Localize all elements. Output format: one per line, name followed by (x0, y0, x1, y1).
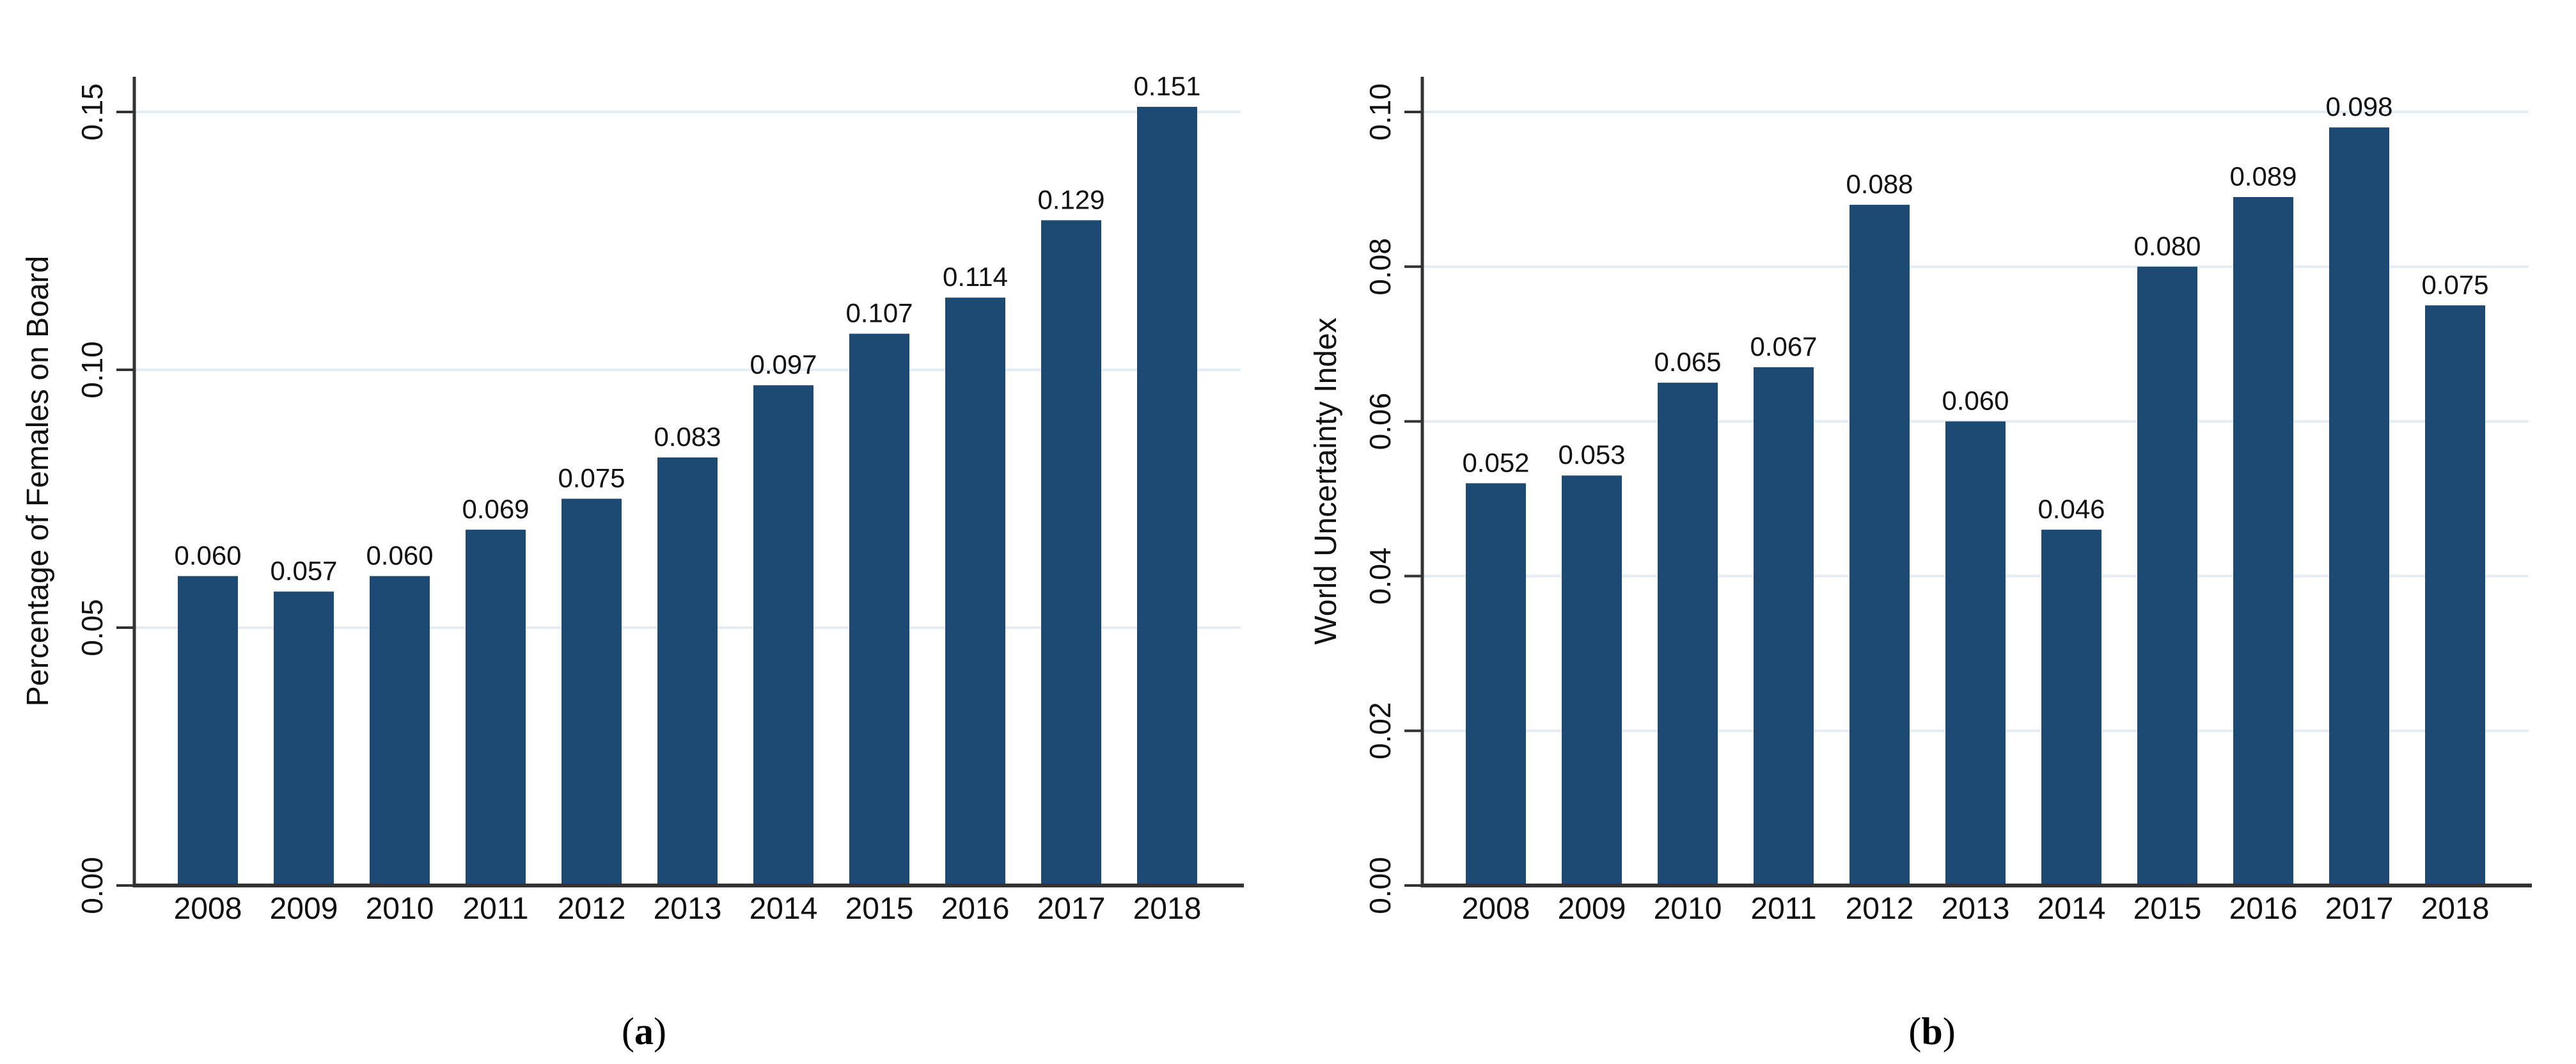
y-axis-title: World Uncertainty Index (1309, 317, 1343, 644)
x-tick-label-2008: 2008 (1462, 892, 1530, 926)
bar-value-label-2011: 0.067 (1750, 331, 1817, 361)
y-tick-label-0.04: 0.04 (1363, 548, 1397, 605)
caption-open-paren: ( (1908, 1010, 1921, 1052)
x-tick-label-2011: 2011 (462, 892, 528, 926)
chart-b-plot-layer: 0.052 2008 0.053 2009 0.065 2010 0.067 2011 0.08… (1309, 77, 2532, 926)
y-tick-label-0.10: 0.10 (1363, 83, 1397, 141)
bar-value-label-2010: 0.065 (1654, 347, 1721, 377)
caption-close-paren: ) (654, 1010, 666, 1052)
x-tick-label-2012: 2012 (558, 892, 626, 926)
caption-close-paren: ) (1943, 1010, 1956, 1052)
bar-value-label-2016: 0.114 (943, 262, 1008, 292)
x-tick-label-2016: 2016 (2229, 892, 2298, 926)
y-tick-label-0.08: 0.08 (1363, 238, 1397, 296)
bar-value-label-2018: 0.075 (2421, 269, 2488, 299)
x-tick-label-2018: 2018 (1133, 892, 1202, 926)
y-axis-title: Percentage of Females on Board (21, 256, 55, 706)
x-tick-label-2008: 2008 (174, 892, 242, 926)
bar-2015 (2137, 266, 2197, 885)
bar-2011 (1754, 367, 1814, 885)
x-tick-label-2015: 2015 (2133, 892, 2202, 926)
x-tick-label-2016: 2016 (941, 892, 1010, 926)
bar-value-label-2015: 0.107 (845, 298, 913, 328)
panel-b-caption: (b) (1908, 1010, 1955, 1052)
bar-2013 (657, 457, 718, 885)
bar-value-label-2012: 0.088 (1846, 169, 1913, 199)
bar-2017 (2329, 127, 2389, 886)
bar-value-label-2017: 0.098 (2325, 91, 2392, 122)
bar-2018 (2425, 305, 2485, 885)
chart-a-females-on-board: 0.060 2008 0.057 2009 0.060 2010 0.069 2011 0.07… (21, 71, 1244, 1052)
y-tick-label-0.00: 0.00 (75, 857, 109, 914)
bar-value-label-2008: 0.060 (174, 540, 241, 570)
bar-2010 (370, 576, 430, 885)
bar-2016 (945, 298, 1005, 885)
bar-2014 (2041, 529, 2101, 885)
bar-2011 (466, 529, 526, 885)
bar-2008 (178, 576, 238, 885)
bar-value-label-2012: 0.075 (558, 463, 625, 493)
y-tick-label-0.15: 0.15 (75, 83, 109, 141)
bar-2008 (1466, 483, 1526, 885)
bar-value-label-2016: 0.089 (2229, 161, 2297, 191)
x-tick-label-2014: 2014 (2038, 892, 2106, 926)
bar-value-label-2010: 0.060 (366, 540, 433, 570)
bar-2009 (1562, 475, 1622, 885)
x-tick-label-2012: 2012 (1846, 892, 1914, 926)
bar-value-label-2014: 0.097 (750, 349, 817, 379)
bar-2015 (849, 333, 909, 885)
panel-b: 0.052 2008 0.053 2009 0.065 2010 0.067 2011 0.08… (1288, 0, 2576, 1064)
chart-b-world-uncertainty-index: 0.052 2008 0.053 2009 0.065 2010 0.067 2011 0.08… (1309, 77, 2532, 1052)
x-tick-label-2011: 2011 (1750, 892, 1816, 926)
y-tick-label-0.05: 0.05 (75, 599, 109, 656)
bar-2012 (1850, 205, 1910, 886)
bar-2010 (1658, 383, 1718, 885)
bar-value-label-2013: 0.083 (654, 422, 721, 452)
caption-open-paren: ( (622, 1010, 634, 1052)
bar-value-label-2008: 0.052 (1462, 447, 1529, 477)
caption-letter-b: b (1921, 1010, 1942, 1052)
bar-value-label-2015: 0.080 (2133, 231, 2201, 261)
bar-value-label-2009: 0.057 (270, 556, 337, 586)
y-tick-label-0.10: 0.10 (75, 341, 109, 399)
panel-a: 0.060 2008 0.057 2009 0.060 2010 0.069 2011 0.07… (21, 71, 1244, 1052)
bar-2017 (1041, 220, 1101, 885)
x-tick-label-2009: 2009 (1558, 892, 1626, 926)
panel-a-caption: (a) (622, 1010, 666, 1052)
x-tick-label-2013: 2013 (1942, 892, 2010, 926)
x-tick-label-2014: 2014 (750, 892, 818, 926)
y-tick-label-0.02: 0.02 (1363, 702, 1397, 759)
x-tick-label-2010: 2010 (366, 892, 434, 926)
bar-2009 (274, 591, 334, 885)
x-tick-label-2018: 2018 (2421, 892, 2490, 926)
bar-2018 (1137, 106, 1197, 886)
caption-letter-a: a (634, 1010, 654, 1052)
x-tick-label-2017: 2017 (1037, 892, 1106, 926)
x-tick-label-2013: 2013 (654, 892, 722, 926)
bar-2014 (753, 385, 813, 885)
bar-2016 (2233, 196, 2293, 885)
x-tick-label-2009: 2009 (270, 892, 338, 926)
y-tick-label-0.06: 0.06 (1363, 393, 1397, 450)
bar-value-label-2013: 0.060 (1942, 386, 2009, 416)
bar-value-label-2014: 0.046 (2038, 494, 2105, 524)
bar-value-label-2017: 0.129 (1037, 184, 1104, 214)
bar-2013 (1945, 421, 2006, 885)
bar-value-label-2018: 0.151 (1133, 71, 1200, 101)
x-tick-label-2017: 2017 (2325, 892, 2394, 926)
bar-value-label-2009: 0.053 (1558, 440, 1625, 470)
y-tick-label-0.00: 0.00 (1363, 857, 1397, 914)
chart-a-plot-layer: 0.060 2008 0.057 2009 0.060 2010 0.069 2011 0.07… (21, 71, 1244, 926)
x-tick-label-2015: 2015 (845, 892, 914, 926)
x-tick-label-2010: 2010 (1654, 892, 1722, 926)
bar-value-label-2011: 0.069 (462, 494, 529, 524)
bar-2012 (562, 498, 622, 885)
